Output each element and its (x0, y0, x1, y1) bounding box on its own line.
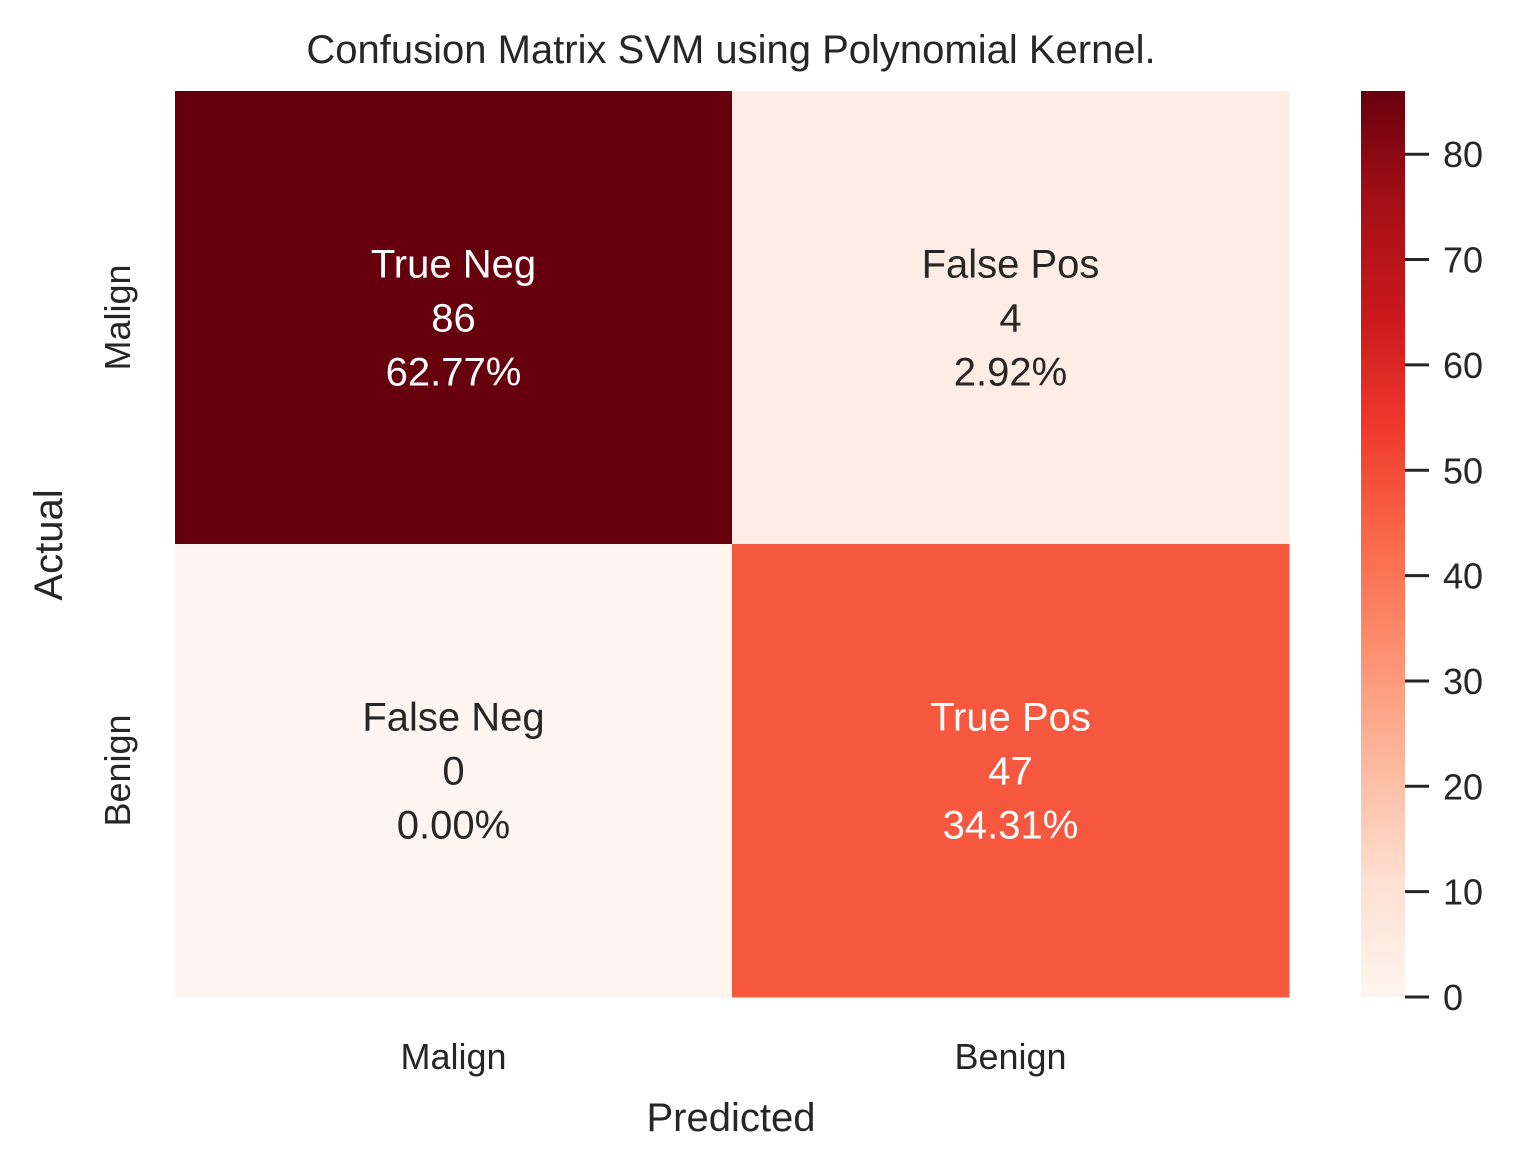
colorbar-tick-label-30: 30 (1443, 661, 1483, 702)
cell-count-1-1: 47 (988, 750, 1033, 794)
y-axis-tick-labels: Malign Benign (97, 264, 138, 826)
cell-percent-0-1: 2.92% (954, 351, 1067, 395)
colorbar-tick-label-80: 80 (1443, 134, 1483, 175)
colorbar (1361, 91, 1405, 997)
cell-name-1-1: True Pos (930, 696, 1091, 740)
cell-count-0-0: 86 (431, 297, 476, 341)
colorbar-ticks: 0 10 20 30 40 50 60 70 80 (1405, 134, 1483, 1018)
cell-name-0-0: True Neg (371, 243, 536, 287)
cell-percent-0-0: 62.77% (386, 351, 522, 395)
colorbar-tick-label-60: 60 (1443, 345, 1483, 386)
chart-title: Confusion Matrix SVM using Polynomial Ke… (306, 28, 1155, 72)
heatmap-cell-labels: True Neg 86 62.77% False Pos 4 2.92% False Neg… (362, 243, 1099, 848)
cell-percent-1-0: 0.00% (397, 804, 510, 848)
cell-name-0-1: False Pos (922, 243, 1100, 287)
y-axis-label: Actual (27, 489, 71, 600)
colorbar-tick-label-70: 70 (1443, 240, 1483, 281)
y-tick-label-malign: Malign (97, 264, 138, 370)
colorbar-tick-label-10: 10 (1443, 872, 1483, 913)
cell-count-1-0: 0 (442, 750, 464, 794)
colorbar-tick-label-40: 40 (1443, 556, 1483, 597)
heatmap-cell-1-0 (175, 544, 733, 998)
cell-count-0-1: 4 (999, 297, 1021, 341)
x-tick-label-malign: Malign (400, 1036, 506, 1077)
y-tick-label-benign: Benign (97, 714, 138, 826)
heatmap-cell-1-1 (732, 544, 1290, 998)
heatmap-cell-0-1 (732, 91, 1290, 545)
heatmap-cell-0-0 (175, 91, 733, 545)
x-axis-tick-labels: Malign Benign (400, 1036, 1066, 1077)
heatmap-cells (175, 91, 1290, 998)
cell-name-1-0: False Neg (362, 696, 544, 740)
cell-percent-1-1: 34.31% (943, 804, 1079, 848)
x-tick-label-benign: Benign (954, 1036, 1066, 1077)
colorbar-tick-label-50: 50 (1443, 450, 1483, 491)
colorbar-tick-label-20: 20 (1443, 766, 1483, 807)
x-axis-label: Predicted (647, 1096, 816, 1140)
colorbar-tick-label-0: 0 (1443, 977, 1463, 1018)
